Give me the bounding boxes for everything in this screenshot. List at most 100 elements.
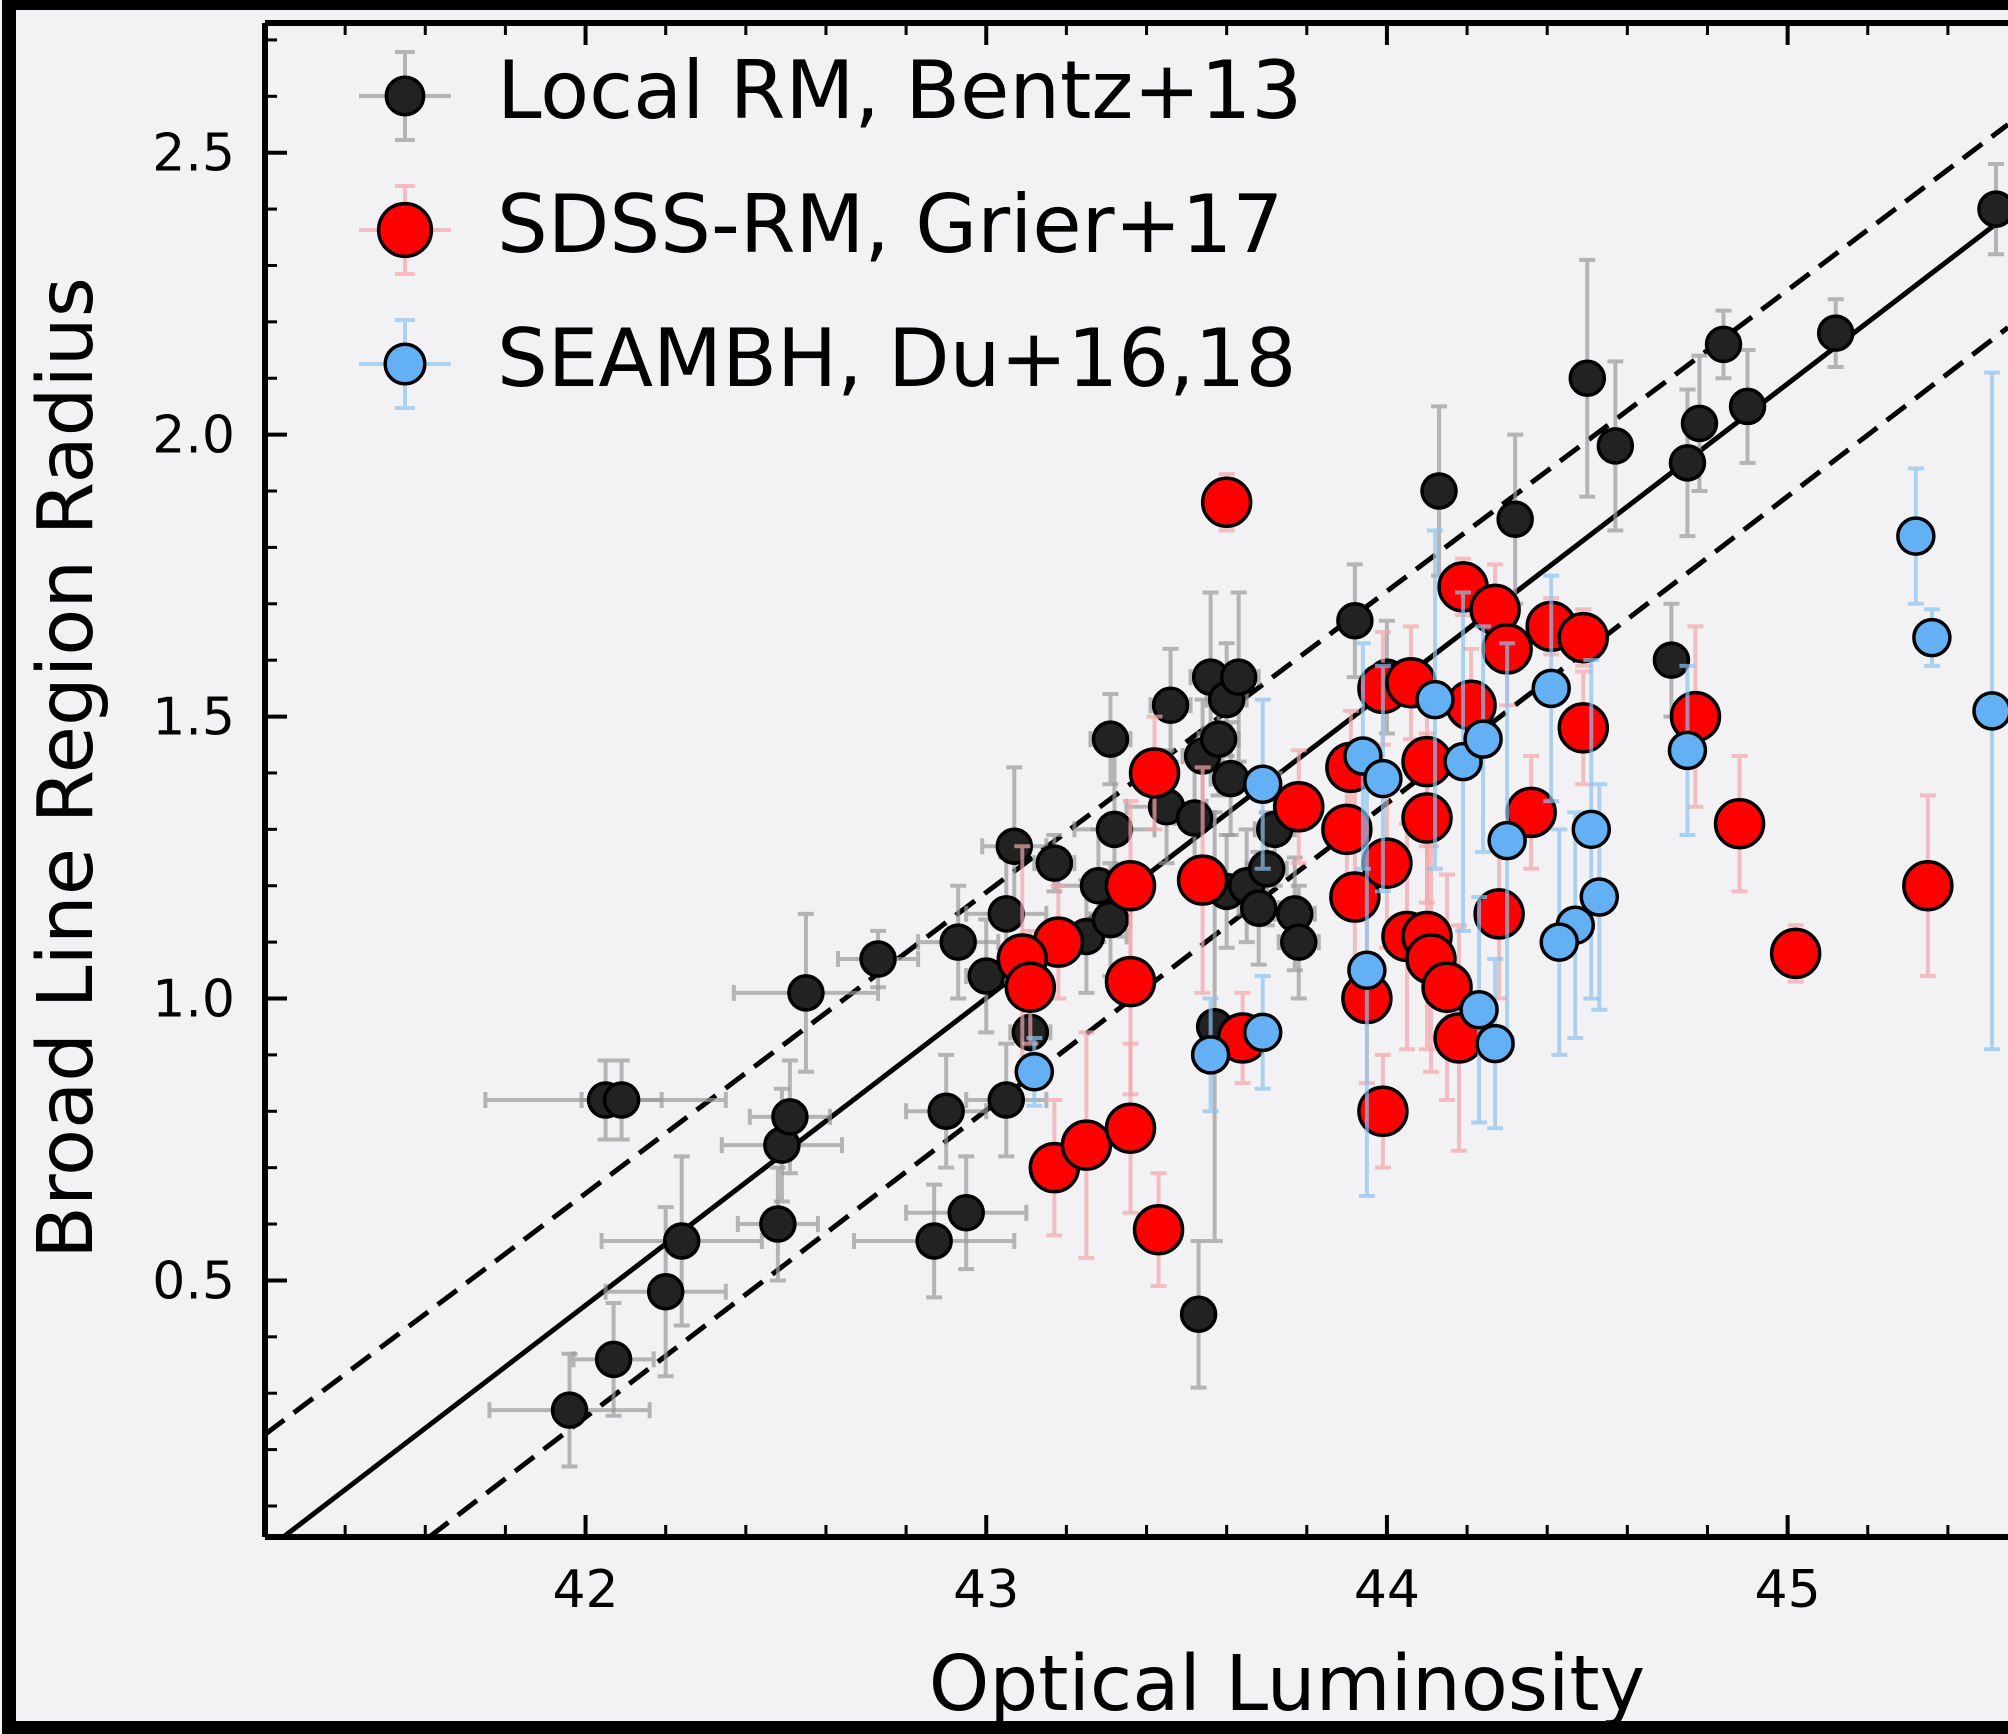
legend-marker <box>376 201 434 259</box>
point <box>1557 611 1610 664</box>
y-tick-label: 1.5 <box>152 688 235 748</box>
legend-marker <box>383 342 427 386</box>
point <box>1200 476 1253 529</box>
y-tick-label: 2.5 <box>152 124 235 184</box>
point <box>787 974 825 1012</box>
point <box>1668 444 1707 482</box>
point <box>1104 955 1157 1008</box>
fit-line <box>427 325 2008 1537</box>
point <box>1095 810 1134 849</box>
point <box>1091 900 1130 939</box>
point <box>859 940 897 978</box>
point <box>1199 720 1238 758</box>
legend-entry: SEAMBH, Du+16,18 <box>359 312 1296 410</box>
axes: 42 43 44 45 0.5 1.0 1.5 2.0 2.5 <box>152 20 2008 1620</box>
x-tick-label: 45 <box>1755 1560 1821 1620</box>
legend-label: Local RM, Bentz+13 <box>497 44 1302 137</box>
point <box>1035 844 1074 882</box>
plot-area <box>265 122 2008 1537</box>
point <box>1211 759 1250 798</box>
x-tick-label: 44 <box>1354 1560 1420 1620</box>
y-tick-label: 1.0 <box>152 970 235 1030</box>
point <box>1242 1012 1283 1053</box>
legend-label: SEAMBH, Du+16,18 <box>497 312 1296 405</box>
point <box>1579 877 1620 917</box>
y-axis-label: Broad Line Region Radius <box>22 277 111 1259</box>
point <box>1060 1119 1113 1171</box>
x-axis-label: Optical Luminosity <box>929 1640 1645 1729</box>
point <box>1539 922 1579 962</box>
point <box>1104 1102 1157 1154</box>
point <box>1179 1295 1218 1334</box>
legend-entry: SDSS-RM, Grier+17 <box>359 178 1283 276</box>
point <box>771 1098 809 1136</box>
point <box>1463 719 1503 759</box>
point <box>1421 961 1473 1013</box>
x-tick-label: 42 <box>552 1560 618 1620</box>
point <box>1902 859 1954 912</box>
legend-entry: Local RM, Bentz+13 <box>359 44 1302 142</box>
point <box>1680 404 1719 443</box>
point <box>1401 792 1453 844</box>
point <box>1151 686 1190 725</box>
error-bar <box>964 1041 1049 1159</box>
point <box>1091 720 1130 758</box>
series <box>996 472 1954 1289</box>
point <box>1487 820 1527 861</box>
point <box>1242 764 1283 804</box>
point <box>1363 758 1403 799</box>
legend-marker <box>384 75 426 117</box>
point <box>1473 888 1525 940</box>
x-tick-label: 43 <box>953 1560 1019 1620</box>
point <box>1568 359 1607 397</box>
point <box>1280 923 1318 961</box>
point <box>1977 190 2008 228</box>
point <box>1475 1023 1515 1064</box>
point <box>1496 500 1534 538</box>
error-bar <box>904 1052 989 1170</box>
point <box>1132 1203 1185 1256</box>
point <box>1972 691 2008 731</box>
point <box>1667 730 1708 771</box>
point <box>1704 325 1743 364</box>
point <box>1361 837 1413 889</box>
point <box>1531 668 1571 709</box>
point <box>1347 950 1387 991</box>
legend: Local RM, Bentz+13 SDSS-RM, Grier+17 SEAMB… <box>359 44 1302 410</box>
point <box>1219 658 1258 696</box>
series <box>1014 370 2008 1198</box>
point <box>1557 702 1610 754</box>
point <box>939 923 977 961</box>
point <box>927 1092 965 1131</box>
point <box>1596 427 1635 465</box>
point <box>1459 990 1499 1030</box>
point <box>1420 472 1458 510</box>
point <box>1713 797 1766 850</box>
point <box>1728 387 1767 426</box>
point <box>1652 641 1691 679</box>
point <box>1912 617 1952 658</box>
point <box>1571 809 1612 850</box>
point <box>1336 601 1374 640</box>
error-bar <box>719 1086 844 1204</box>
point <box>662 1222 701 1260</box>
y-tick-label: 2.0 <box>152 406 235 466</box>
point <box>1175 799 1214 837</box>
point <box>1176 854 1229 906</box>
point <box>594 1340 633 1379</box>
y-tick-label: 0.5 <box>152 1251 235 1311</box>
point <box>1128 747 1181 799</box>
point <box>1321 803 1373 856</box>
point <box>646 1272 685 1311</box>
legend-label: SDSS-RM, Grier+17 <box>497 178 1283 271</box>
point <box>1014 1052 1055 1092</box>
point <box>915 1222 953 1260</box>
point <box>1273 781 1325 833</box>
point <box>1004 961 1057 1013</box>
point <box>1104 859 1157 912</box>
point <box>1239 889 1278 928</box>
point <box>987 1081 1026 1119</box>
